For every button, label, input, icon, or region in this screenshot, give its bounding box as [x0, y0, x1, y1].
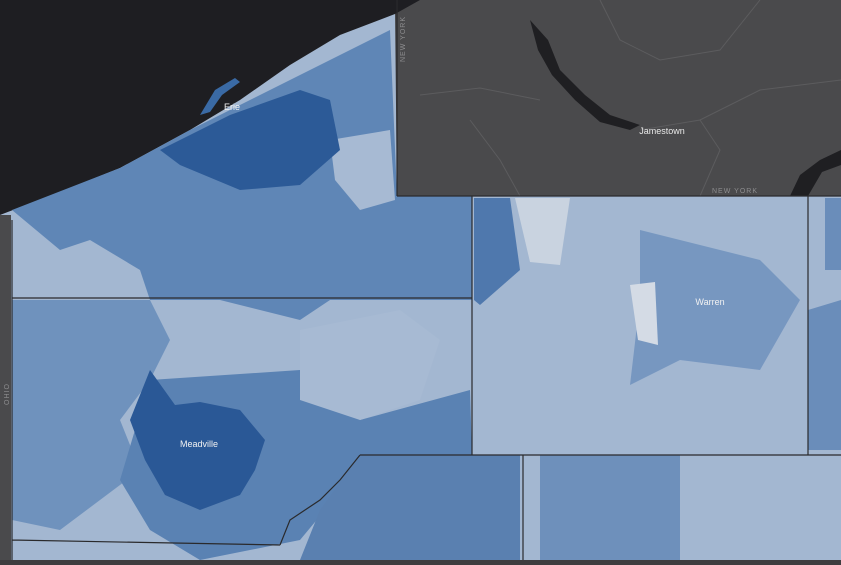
tract-pale: [630, 282, 658, 345]
new-york-area: [397, 0, 841, 196]
tract-dark: [160, 90, 340, 190]
roads: [419, 0, 841, 197]
chautauqua-lake: [530, 20, 640, 130]
place-label: Jamestown: [639, 126, 685, 136]
ohio-area: [0, 215, 11, 560]
river: [790, 150, 841, 196]
place-label: Warren: [695, 297, 724, 307]
tract-light: [300, 310, 440, 420]
tract-dark: [130, 370, 265, 510]
tract-light: [330, 130, 395, 210]
state-label: NEW YORK: [712, 188, 758, 195]
state-label: OHIO: [4, 383, 11, 405]
presque-isle: [200, 78, 240, 115]
tract-medium: [300, 455, 520, 560]
tract-medium: [540, 455, 680, 560]
place-label: Erie: [224, 102, 240, 112]
state-label: NEW YORK: [400, 16, 407, 62]
boundary-lines: [11, 0, 841, 560]
tract-medium: [474, 198, 520, 305]
place-label: Meadville: [180, 439, 218, 449]
tract-medium: [630, 230, 800, 385]
tract-pale: [515, 198, 570, 265]
tract-medium: [808, 198, 841, 450]
